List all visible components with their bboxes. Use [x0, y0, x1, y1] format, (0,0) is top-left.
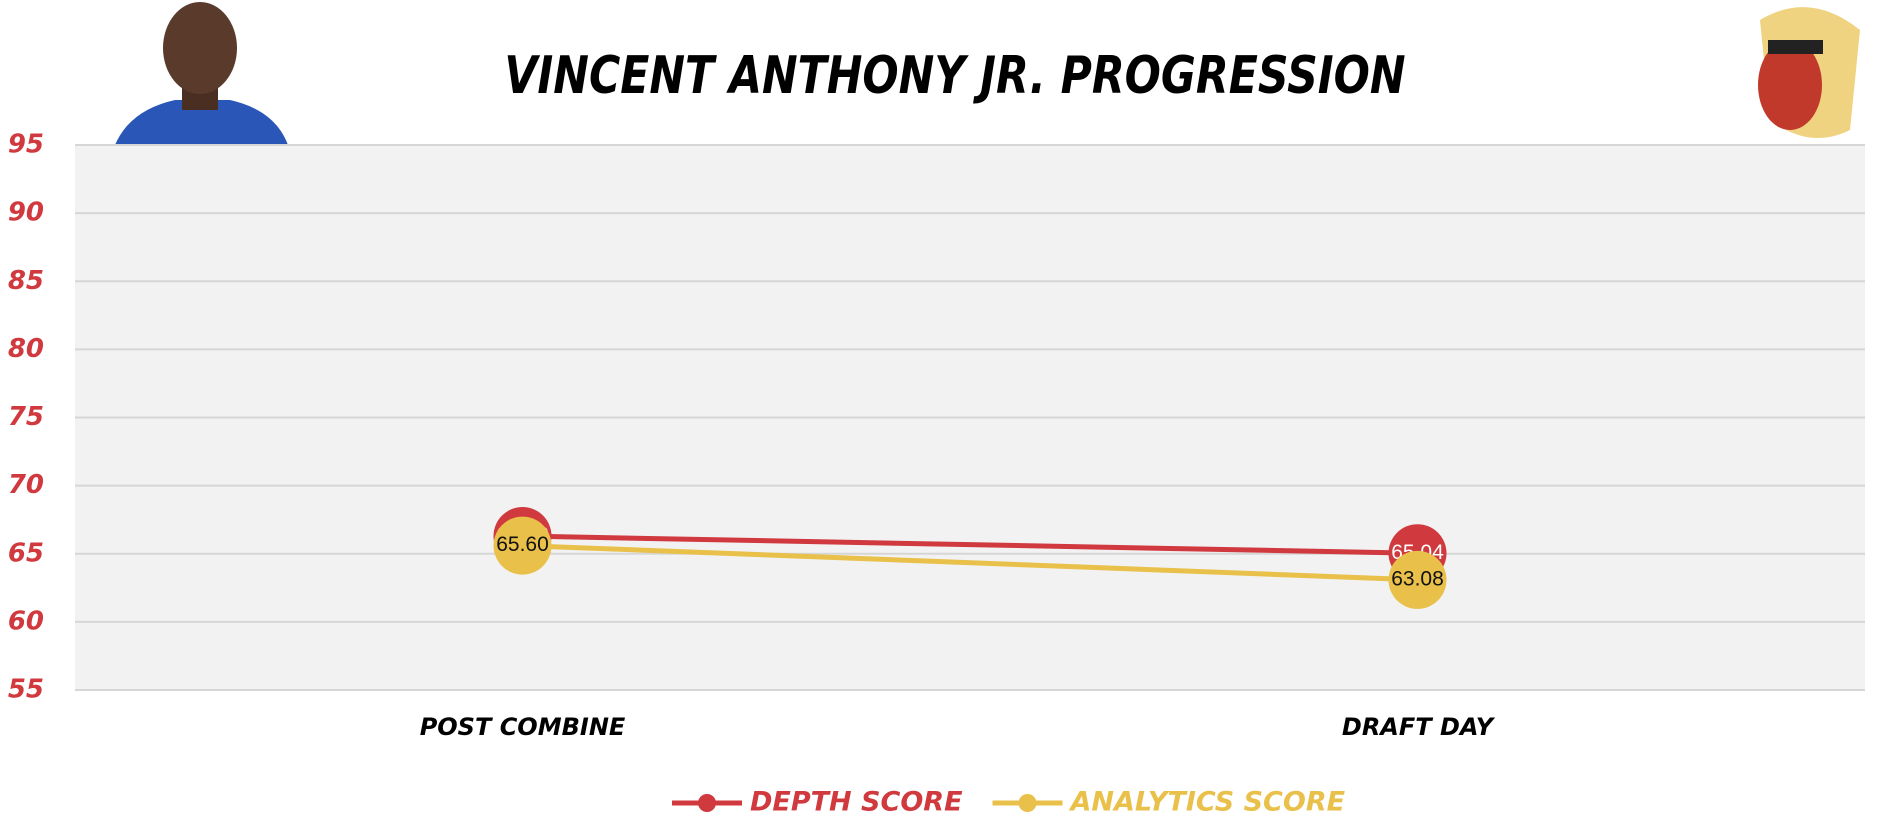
- series-line: [522, 533, 1418, 556]
- point: [1388, 550, 1447, 609]
- y-tick-label: 70: [8, 470, 44, 500]
- player-photo: [115, 2, 288, 145]
- y-tick-label: 55: [8, 675, 44, 705]
- y-tick-label: 90: [8, 198, 44, 228]
- y-tick-label: 80: [8, 334, 44, 364]
- value-label: 65.60: [496, 533, 549, 556]
- y-tick-label: 65: [8, 538, 44, 568]
- legend-label: ANALYTICS SCORE: [1069, 787, 1346, 818]
- y-tick-label: 85: [8, 266, 44, 296]
- legend-marker: [1018, 794, 1037, 812]
- y-tick-label: 95: [8, 130, 44, 160]
- legend-marker: [698, 794, 716, 812]
- point: [493, 516, 552, 575]
- x-tick-label: POST COMBINE: [420, 713, 626, 741]
- chart-title: VINCENT ANTHONY JR. PROGRESSION: [504, 46, 1405, 106]
- legend-label: DEPTH SCORE: [750, 787, 963, 818]
- series-line: [522, 543, 1418, 583]
- team-logo: [1758, 7, 1860, 139]
- value-label: 63.08: [1391, 567, 1444, 590]
- y-tick-label: 75: [8, 402, 44, 432]
- y-tick-label: 60: [8, 606, 44, 636]
- x-tick-label: DRAFT DAY: [1342, 713, 1496, 741]
